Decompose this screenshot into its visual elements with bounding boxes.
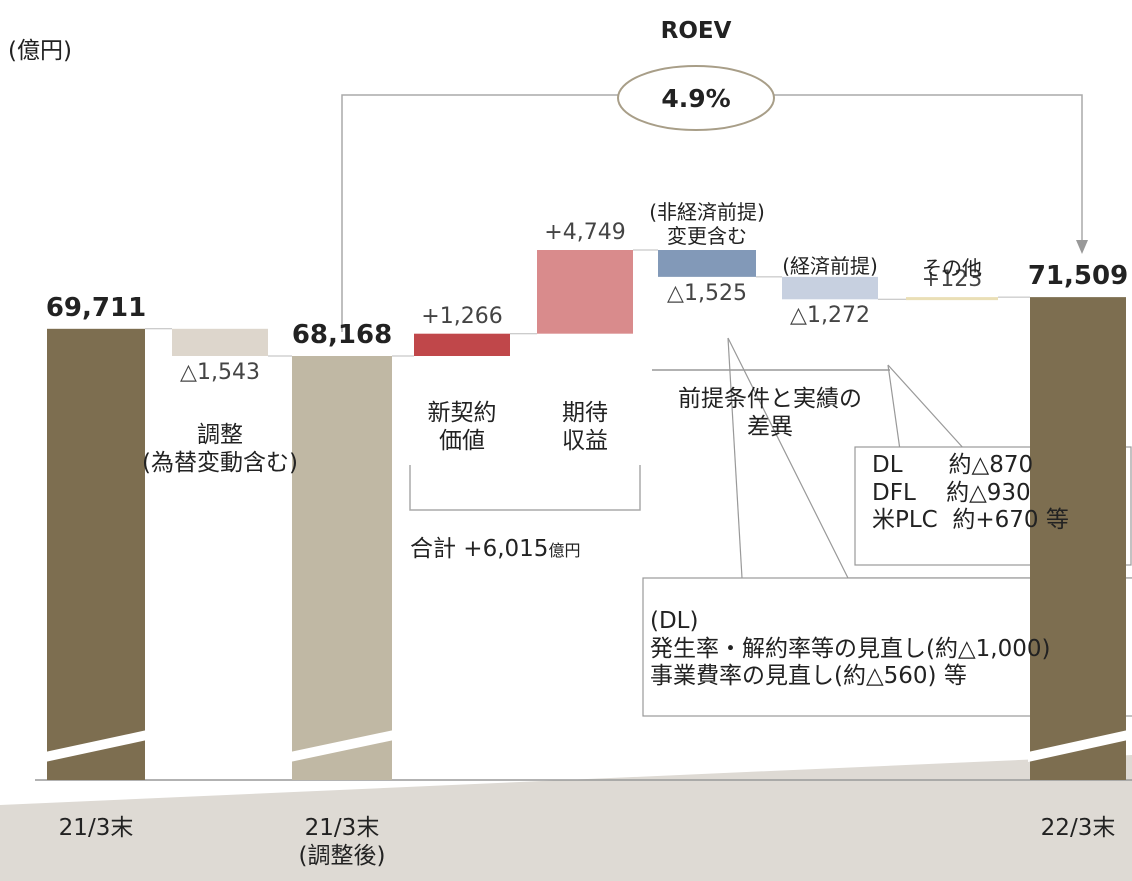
value-label: △1,525 bbox=[667, 280, 747, 306]
category-label: (経済前提) bbox=[782, 254, 878, 278]
roev-line bbox=[770, 94, 1083, 245]
diff-label: 前提条件と実績の 差異 bbox=[678, 386, 862, 440]
category-label: 新契約 価値 bbox=[427, 400, 497, 454]
axis-break bbox=[1028, 730, 1128, 762]
bar bbox=[906, 297, 998, 301]
dl-box: DL 約△870 DFL 約△930 米PLC 約+670 等 bbox=[872, 452, 1069, 535]
callout-line-text: 米PLC 約+670 等 bbox=[872, 507, 1069, 534]
bar bbox=[414, 333, 510, 356]
callout-line-text: 事業費率の見直し(約△560) 等 bbox=[650, 663, 967, 690]
category-label: その他 bbox=[922, 256, 982, 280]
bar bbox=[292, 356, 392, 780]
axis-break bbox=[290, 730, 394, 762]
background-band bbox=[0, 755, 1132, 881]
category-label: (非経済前提) 変更含む bbox=[649, 200, 765, 248]
dl-box2: (DL) 発生率・解約率等の見直し(約△1,000) 事業費率の見直し(約△560)… bbox=[650, 608, 1050, 691]
bar bbox=[537, 250, 633, 334]
category-label: 期待 収益 bbox=[562, 400, 608, 454]
roev-title: ROEV bbox=[660, 18, 732, 44]
sum-unit: 億円 bbox=[548, 541, 581, 560]
category-label: 調整 (為替変動含む) bbox=[142, 422, 298, 476]
unit-label: (億円) bbox=[8, 38, 72, 64]
callout-line-text: DL 約△870 bbox=[872, 452, 1034, 478]
value-label: 71,509 bbox=[1027, 261, 1129, 292]
bar bbox=[658, 250, 756, 277]
sum-text: 合計 +6,015 bbox=[410, 536, 549, 562]
callout-line bbox=[887, 364, 966, 451]
arrow-head bbox=[1076, 240, 1088, 254]
callout-line-text: (DL) bbox=[650, 608, 699, 634]
value-label: △1,543 bbox=[180, 360, 260, 385]
roev-line bbox=[341, 94, 622, 332]
bar bbox=[782, 276, 878, 300]
callout-line bbox=[887, 364, 901, 451]
value-label: △1,272 bbox=[790, 303, 870, 329]
bar bbox=[1030, 297, 1126, 780]
callout-line-text: DFL 約△930 bbox=[872, 479, 1031, 506]
sum-label: 合計 +6,015億円 bbox=[410, 536, 580, 564]
category-label: 21/3末 (調整後) bbox=[298, 815, 386, 869]
category-label: 21/3末 bbox=[58, 815, 134, 841]
value-label: +4,749 bbox=[544, 220, 626, 245]
value-label: +1,266 bbox=[421, 303, 503, 329]
axis-break bbox=[45, 730, 147, 762]
bar bbox=[47, 328, 145, 780]
value-label: 68,168 bbox=[291, 320, 393, 350]
roev-ellipse bbox=[617, 65, 775, 131]
category-label: 22/3末 bbox=[1040, 815, 1116, 841]
value-label: +123 bbox=[921, 267, 983, 293]
bar bbox=[172, 328, 268, 356]
sum-bracket bbox=[409, 465, 641, 511]
roev-value: 4.9% bbox=[661, 84, 731, 113]
value-label: 69,711 bbox=[45, 292, 147, 323]
callout-line bbox=[727, 337, 743, 579]
callout-line-text: 発生率・解約率等の見直し(約△1,000) bbox=[650, 635, 1051, 662]
